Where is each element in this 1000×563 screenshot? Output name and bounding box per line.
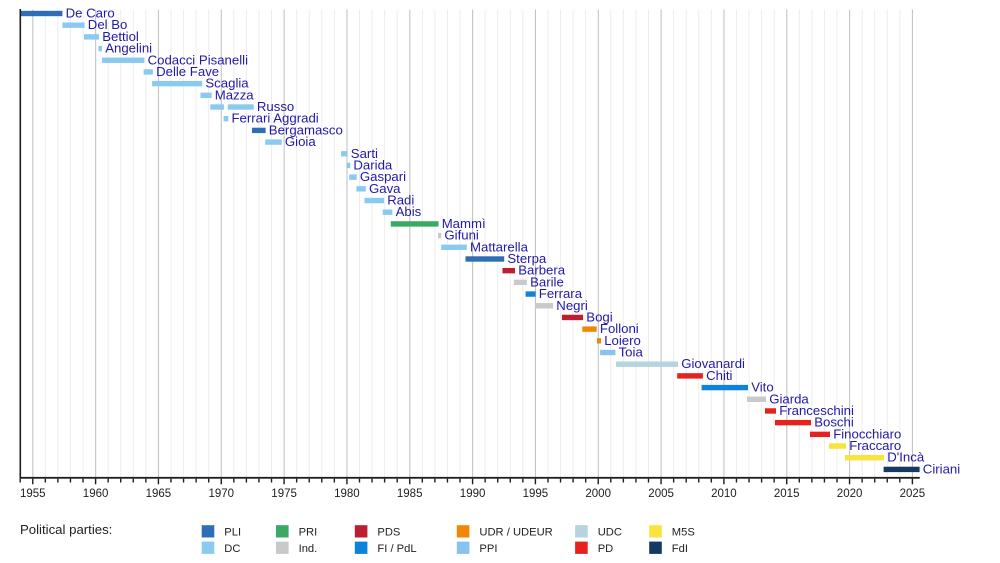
- svg-text:1980: 1980: [334, 488, 360, 500]
- svg-text:M5S: M5S: [672, 527, 695, 539]
- svg-text:De Caro: De Caro: [66, 6, 115, 21]
- svg-text:Ciriani: Ciriani: [923, 461, 960, 476]
- svg-text:Codacci Pisanelli: Codacci Pisanelli: [148, 52, 248, 67]
- svg-text:Toia: Toia: [619, 345, 644, 360]
- svg-text:1995: 1995: [523, 488, 549, 500]
- svg-text:1970: 1970: [209, 488, 235, 500]
- svg-text:Bettiol: Bettiol: [102, 29, 139, 44]
- svg-text:2005: 2005: [648, 488, 674, 500]
- svg-text:UDR / UDEUR: UDR / UDEUR: [479, 527, 552, 539]
- svg-text:Boschi: Boschi: [814, 415, 854, 430]
- svg-text:Mattarella: Mattarella: [470, 239, 529, 254]
- svg-text:Mammì: Mammì: [442, 216, 486, 231]
- svg-text:Del Bo: Del Bo: [88, 17, 128, 32]
- svg-text:Ind.: Ind.: [299, 543, 318, 555]
- svg-text:Ferrari Aggradi: Ferrari Aggradi: [232, 111, 319, 126]
- svg-text:Fraccaro: Fraccaro: [849, 438, 901, 453]
- svg-text:Negri: Negri: [556, 298, 588, 313]
- svg-text:UDC: UDC: [598, 527, 622, 539]
- svg-text:2000: 2000: [585, 488, 611, 500]
- svg-text:Delle Fave: Delle Fave: [156, 64, 219, 79]
- svg-text:Franceschini: Franceschini: [779, 403, 854, 418]
- svg-text:Darida: Darida: [353, 157, 393, 172]
- svg-text:Gaspari: Gaspari: [360, 169, 406, 184]
- svg-text:Sterpa: Sterpa: [507, 251, 547, 266]
- svg-text:Scaglia: Scaglia: [205, 76, 249, 91]
- svg-text:Vito: Vito: [751, 380, 774, 395]
- svg-text:Gava: Gava: [369, 181, 401, 196]
- svg-text:Russo: Russo: [257, 99, 294, 114]
- svg-text:Giovanardi: Giovanardi: [681, 356, 745, 371]
- svg-text:Abis: Abis: [396, 204, 422, 219]
- svg-text:PRI: PRI: [299, 527, 318, 539]
- svg-text:1985: 1985: [397, 488, 423, 500]
- svg-text:Radi: Radi: [387, 193, 414, 208]
- svg-text:1975: 1975: [271, 488, 297, 500]
- svg-text:Barbera: Barbera: [518, 263, 566, 278]
- svg-text:Sarti: Sarti: [351, 146, 378, 161]
- svg-text:2020: 2020: [837, 488, 863, 500]
- svg-text:2010: 2010: [711, 488, 737, 500]
- svg-text:Gifuni: Gifuni: [444, 228, 479, 243]
- svg-text:Political parties:: Political parties:: [20, 522, 112, 537]
- svg-text:Chiti: Chiti: [706, 368, 732, 383]
- svg-text:1960: 1960: [83, 488, 109, 500]
- svg-text:Bogi: Bogi: [586, 309, 612, 324]
- svg-text:1965: 1965: [146, 488, 172, 500]
- svg-text:DC: DC: [224, 543, 240, 555]
- svg-text:2015: 2015: [774, 488, 800, 500]
- svg-text:Gioia: Gioia: [285, 134, 316, 149]
- svg-text:2025: 2025: [900, 488, 926, 500]
- svg-text:Bergamasco: Bergamasco: [269, 122, 343, 137]
- svg-text:FdI: FdI: [672, 543, 688, 555]
- svg-text:Ferrara: Ferrara: [539, 286, 583, 301]
- svg-text:Giarda: Giarda: [769, 391, 809, 406]
- svg-text:PD: PD: [598, 543, 614, 555]
- svg-text:PLI: PLI: [224, 527, 241, 539]
- svg-text:D'Incà: D'Incà: [887, 450, 925, 465]
- svg-text:Angelini: Angelini: [105, 41, 152, 56]
- svg-text:Mazza: Mazza: [215, 87, 255, 102]
- svg-text:Barile: Barile: [530, 274, 564, 289]
- svg-text:PPI: PPI: [479, 543, 497, 555]
- svg-text:1990: 1990: [460, 488, 486, 500]
- svg-text:Folloni: Folloni: [600, 321, 639, 336]
- svg-text:FI / PdL: FI / PdL: [377, 543, 416, 555]
- svg-text:Loiero: Loiero: [604, 333, 641, 348]
- svg-text:1955: 1955: [20, 488, 46, 500]
- svg-text:PDS: PDS: [377, 527, 400, 539]
- svg-text:Finocchiaro: Finocchiaro: [833, 426, 901, 441]
